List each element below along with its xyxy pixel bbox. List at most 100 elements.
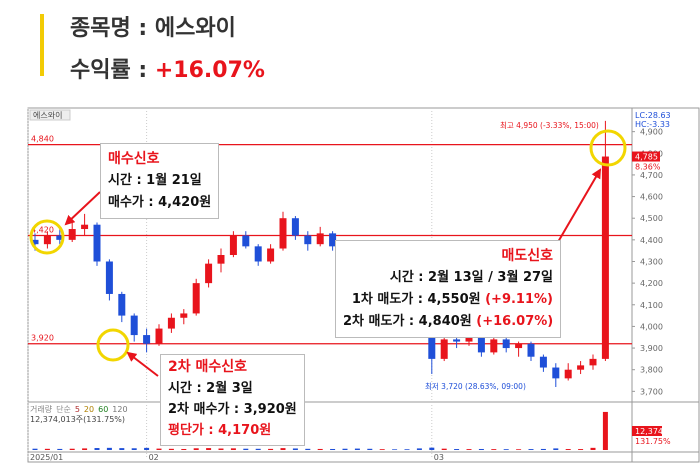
y-tick-label: 3,700 — [640, 387, 663, 396]
gain: (+16.07%) — [476, 314, 554, 329]
candle-body — [43, 235, 51, 245]
highlight-circle — [589, 129, 627, 167]
highlight-circle — [96, 328, 130, 362]
time: 시간 : 2월 13일 / 3월 27일 — [389, 270, 553, 285]
y-tick-label: 4,600 — [640, 193, 663, 202]
volume-bar — [416, 448, 422, 450]
candle-body — [552, 367, 560, 379]
candle-body — [56, 235, 64, 240]
sell-signal: 매도신호 시간 : 2월 13일 / 3월 27일 1차 매도가 : 4,550… — [335, 240, 561, 338]
candle-body — [502, 339, 510, 349]
volume-total: 12,374,013주(131.75%) — [30, 415, 125, 424]
arrow — [64, 191, 101, 226]
volume-bar — [441, 448, 447, 450]
accent-bar — [40, 14, 44, 76]
volume-legend: 20 — [84, 405, 94, 414]
y-tick-label: 3,900 — [640, 344, 663, 353]
volume-last-pct: 131.75% — [635, 437, 671, 446]
arrow — [557, 168, 602, 243]
plot: 3,700 3,800 3,900 4,000 4,100 4,200 4,300 4,400… — [27, 108, 671, 462]
low-note: 최저 3,720 (28.63%, 09:00) — [425, 381, 526, 391]
volume-bar — [292, 448, 298, 450]
volume-bar — [106, 447, 112, 450]
volume-bar — [144, 447, 150, 450]
second-buy-signal: 2차 매수신호 시간 : 2월 3일 2차 매수가 : 3,920원 평단가 :… — [160, 354, 305, 446]
y-tick-label: 4,200 — [640, 279, 663, 288]
volume-bar — [342, 448, 348, 450]
volume-bar — [602, 411, 608, 450]
value: +16.07% — [154, 58, 265, 83]
candle-body — [68, 229, 76, 240]
candle-body — [601, 156, 609, 359]
candle-body — [440, 339, 448, 359]
y-tick-label: 4,100 — [640, 301, 663, 310]
last-change: 8.36% — [635, 163, 661, 172]
candle-body — [205, 263, 213, 284]
candle-body — [291, 218, 299, 236]
candle-body — [143, 335, 151, 344]
volume-bar — [255, 448, 261, 450]
volume-bar — [82, 448, 88, 450]
title: 매도신호 — [501, 248, 553, 264]
x-tick-label: 02 — [149, 453, 159, 462]
candle-body — [279, 218, 287, 249]
volume-bar — [268, 448, 274, 450]
candle-body — [267, 248, 275, 262]
volume-bar — [193, 448, 199, 450]
price: 2차 매도가 : 4,840원 — [343, 314, 472, 329]
value: 에스와이 — [154, 16, 236, 41]
volume-bar — [491, 449, 497, 450]
candle-body — [527, 343, 535, 357]
volume-bar — [478, 448, 484, 450]
volume-bar — [230, 448, 236, 450]
candle-body — [217, 255, 225, 264]
volume-bar — [392, 449, 398, 450]
volume-bar — [32, 448, 38, 450]
y-tick-label: 4,700 — [640, 171, 663, 180]
y-tick-label: 4,500 — [640, 214, 663, 223]
candle-body — [589, 358, 597, 366]
volume-bar — [131, 448, 137, 450]
title: 매수신호 — [108, 151, 160, 167]
price: 매수가 : 4,420원 — [108, 195, 212, 210]
stock-name: 종목명 : 에스와이 — [70, 10, 236, 42]
price: 2차 매수가 : 3,920원 — [168, 402, 297, 417]
rate-low: HC:-3.33 — [635, 120, 670, 129]
volume-bar — [454, 449, 460, 450]
candle-body — [105, 261, 113, 294]
volume-bar — [578, 449, 584, 450]
price: 1차 매도가 : 4,550원 — [351, 292, 481, 307]
candle-body — [329, 233, 337, 247]
volume-bar — [181, 448, 187, 450]
time: 시간 : 1월 21일 — [108, 173, 202, 188]
volume-bar — [330, 448, 336, 450]
candle-body — [453, 339, 461, 342]
candle-body — [490, 339, 498, 353]
volume-bar — [69, 448, 75, 450]
candle-body — [130, 315, 138, 336]
tab — [29, 109, 71, 121]
volume-bar — [466, 449, 472, 450]
candle-body — [316, 233, 324, 245]
candle-body — [93, 224, 101, 262]
candle-body — [81, 224, 89, 230]
candle-body — [180, 313, 188, 318]
volume-bar — [354, 448, 360, 450]
volume-bar — [565, 449, 571, 450]
volume-legend: 거래량 — [30, 404, 53, 414]
volume-bar — [94, 448, 100, 450]
candle-body — [577, 365, 585, 370]
y-tick-label: 4,900 — [640, 128, 663, 137]
candle-body — [564, 369, 572, 379]
y-tick-label: 3,800 — [640, 366, 663, 375]
time: 시간 : 2월 3일 — [168, 381, 253, 396]
last-price-box — [632, 151, 660, 162]
volume-bar — [429, 447, 435, 450]
volume-legend: 단순 — [56, 404, 71, 414]
candle-body — [304, 235, 312, 245]
volume-bar — [119, 448, 125, 450]
volume-bar — [57, 448, 63, 450]
volume-legend: 5 — [75, 405, 80, 414]
candle-body — [155, 328, 163, 344]
